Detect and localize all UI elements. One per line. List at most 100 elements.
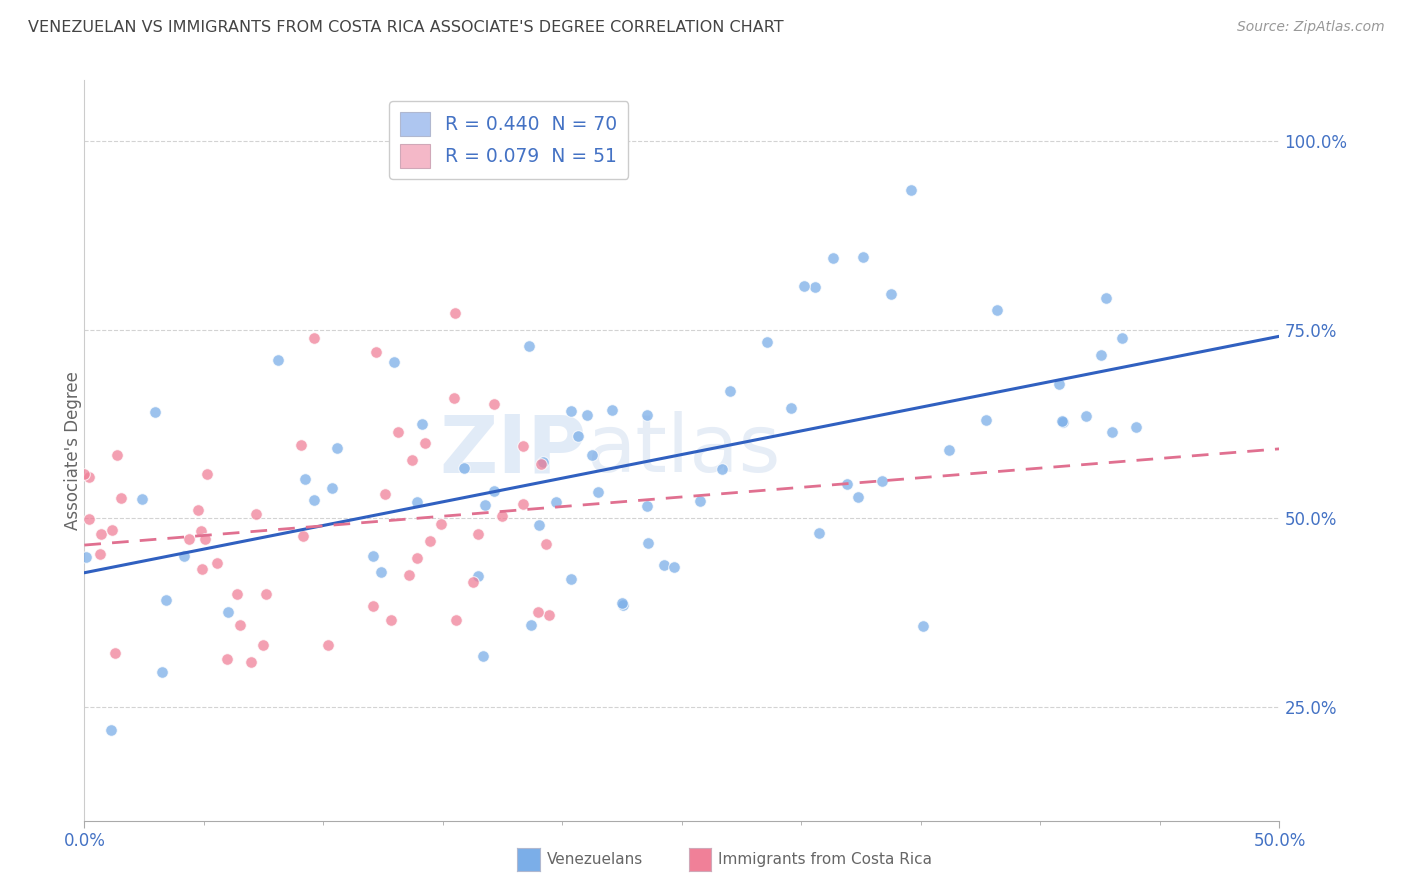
Point <box>880 287 903 301</box>
Point <box>101 523 124 537</box>
Point <box>531 455 554 469</box>
Point <box>444 613 467 627</box>
Point <box>837 476 859 491</box>
Point <box>986 303 1008 318</box>
Point <box>652 558 675 573</box>
Point <box>453 461 475 475</box>
Point <box>191 562 214 576</box>
Point <box>90 527 112 541</box>
Point <box>382 355 405 369</box>
Point <box>374 487 396 501</box>
Point <box>544 494 567 508</box>
Point <box>77 512 100 526</box>
Point <box>321 481 343 495</box>
Point <box>155 593 177 607</box>
Point <box>444 306 467 320</box>
Point <box>471 649 494 664</box>
Point <box>851 250 873 264</box>
Point <box>482 483 505 498</box>
Point <box>411 417 433 431</box>
Y-axis label: Associate's Degree: Associate's Degree <box>65 371 82 530</box>
Point <box>173 549 195 563</box>
Point <box>364 345 387 359</box>
Point <box>1090 348 1112 362</box>
Point <box>560 572 582 586</box>
Point <box>912 618 935 632</box>
Point <box>387 425 409 439</box>
Point <box>430 517 453 532</box>
Point <box>636 409 658 423</box>
Point <box>110 491 132 505</box>
Point <box>302 330 325 344</box>
Point <box>89 547 111 561</box>
Point <box>710 462 733 476</box>
Point <box>217 606 239 620</box>
Point <box>245 508 267 522</box>
Point <box>804 280 827 294</box>
Point <box>363 599 385 613</box>
Point <box>302 492 325 507</box>
Point <box>380 613 402 627</box>
Point <box>73 467 96 481</box>
Point <box>77 470 100 484</box>
Point <box>567 429 589 443</box>
Point <box>474 498 496 512</box>
Point <box>215 652 238 666</box>
Text: Immigrants from Costa Rica: Immigrants from Costa Rica <box>718 853 932 867</box>
Point <box>636 500 658 514</box>
Point <box>612 598 634 612</box>
Point <box>900 183 922 197</box>
Point <box>405 495 427 509</box>
Point <box>418 533 440 548</box>
Point <box>793 278 815 293</box>
Point <box>190 524 212 539</box>
Point <box>226 587 249 601</box>
Point <box>1052 415 1074 429</box>
Point <box>1095 291 1118 305</box>
Point <box>1125 420 1147 434</box>
Point <box>576 408 599 422</box>
Point <box>938 443 960 458</box>
Point <box>105 449 128 463</box>
Point <box>104 646 127 660</box>
Text: ZIP: ZIP <box>439 411 586 490</box>
Point <box>292 529 315 543</box>
Point <box>252 638 274 652</box>
Point <box>664 560 686 574</box>
Point <box>586 484 609 499</box>
Point <box>194 532 217 546</box>
Point <box>870 474 893 488</box>
Point <box>316 638 339 652</box>
Point <box>807 525 830 540</box>
Point <box>534 537 557 551</box>
Point <box>491 508 513 523</box>
Point <box>538 607 561 622</box>
Point <box>512 497 534 511</box>
Point <box>239 655 262 669</box>
Point <box>1050 414 1073 428</box>
Point <box>413 435 436 450</box>
Point <box>443 391 465 405</box>
Point <box>75 549 97 564</box>
Point <box>846 490 869 504</box>
Point <box>527 517 550 532</box>
Point <box>600 402 623 417</box>
Point <box>326 442 349 456</box>
Point <box>461 575 484 590</box>
Point <box>187 503 209 517</box>
Point <box>294 472 316 486</box>
Point <box>780 401 803 415</box>
Point <box>370 565 392 579</box>
Point <box>1101 425 1123 439</box>
Point <box>718 384 741 398</box>
Point <box>361 549 384 563</box>
Point <box>610 596 633 610</box>
Text: Source: ZipAtlas.com: Source: ZipAtlas.com <box>1237 20 1385 34</box>
Point <box>517 339 540 353</box>
Point <box>398 567 420 582</box>
Point <box>401 453 423 467</box>
Point <box>581 448 603 462</box>
Point <box>527 605 550 619</box>
Point <box>482 397 505 411</box>
Point <box>405 551 427 566</box>
